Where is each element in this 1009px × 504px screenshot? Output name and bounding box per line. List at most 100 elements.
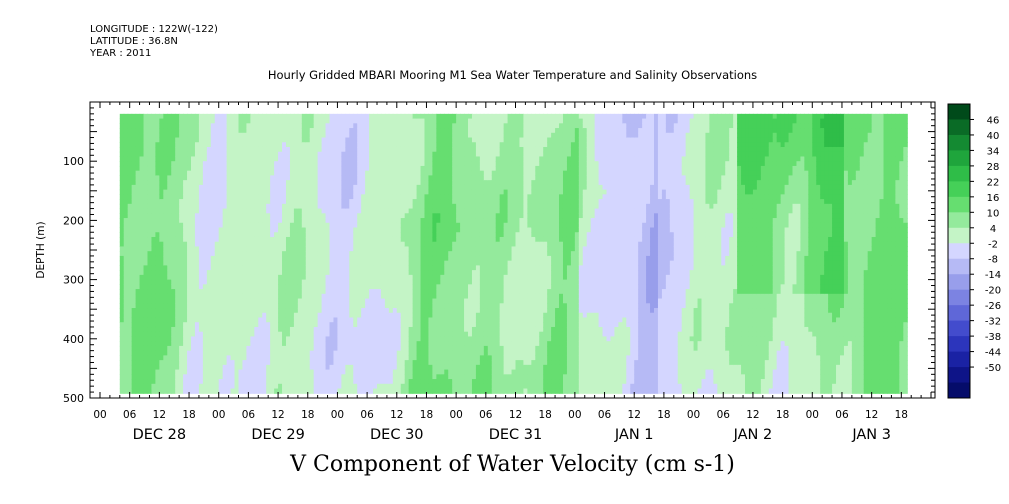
heatmap-cell: [452, 246, 457, 252]
heatmap-cell: [305, 374, 311, 380]
heatmap-cell: [214, 289, 220, 295]
heatmap-cell: [206, 270, 212, 276]
heatmap-cell: [278, 189, 283, 195]
heatmap-cell: [191, 251, 196, 257]
heatmap-cell: [119, 232, 125, 238]
heatmap-cell: [428, 161, 433, 167]
heatmap-cell: [388, 331, 394, 337]
heatmap-cell: [373, 156, 378, 162]
heatmap-cell: [404, 284, 410, 290]
heatmap-cell: [321, 123, 327, 129]
heatmap-cell: [361, 369, 366, 375]
heatmap-cell: [317, 364, 323, 371]
heatmap-cell: [357, 293, 362, 300]
heatmap-cell: [440, 374, 445, 380]
heatmap-cell: [380, 189, 386, 195]
heatmap-cell: [369, 175, 374, 181]
heatmap-cell: [183, 251, 188, 257]
heatmap-cell: [392, 350, 398, 356]
heatmap-cell: [198, 255, 204, 262]
heatmap-cell: [377, 383, 382, 390]
heatmap-cell: [234, 317, 240, 323]
heatmap-cell: [246, 279, 251, 285]
heatmap-cell: [412, 180, 418, 186]
heatmap-cell: [131, 279, 137, 285]
heatmap-cell: [329, 369, 335, 375]
heatmap-cell: [238, 222, 243, 229]
heatmap-cell: [293, 218, 299, 224]
heatmap-cell: [333, 312, 338, 319]
heatmap-cell: [361, 336, 366, 342]
heatmap-cell: [163, 350, 168, 356]
heatmap-cell: [333, 232, 338, 238]
heatmap-cell: [301, 194, 307, 200]
heatmap-cell: [313, 236, 319, 243]
heatmap-cell: [321, 345, 327, 352]
heatmap-cell: [349, 132, 354, 139]
heatmap-cell: [270, 284, 275, 290]
heatmap-cell: [123, 350, 129, 356]
heatmap-cell: [289, 246, 295, 252]
heatmap-cell: [163, 137, 168, 143]
heatmap-cell: [408, 289, 414, 295]
heatmap-cell: [214, 341, 220, 347]
heatmap-cell: [282, 161, 287, 167]
heatmap-cell: [238, 379, 243, 385]
heatmap-cell: [432, 199, 437, 205]
heatmap-cell: [412, 383, 418, 390]
heatmap-cell: [167, 274, 172, 281]
heatmap-cell: [187, 184, 192, 191]
heatmap-cell: [436, 175, 441, 181]
heatmap-cell: [210, 293, 216, 300]
heatmap-cell: [206, 317, 212, 323]
heatmap-cell: [424, 208, 429, 214]
heatmap-cell: [159, 180, 164, 186]
heatmap-cell: [377, 360, 382, 366]
heatmap-cell: [194, 246, 200, 252]
heatmap-cell: [353, 289, 358, 295]
heatmap-cell: [135, 293, 141, 300]
heatmap-cell: [278, 383, 283, 390]
heatmap-cell: [119, 189, 125, 195]
heatmap-cell: [147, 146, 152, 153]
heatmap-cell: [285, 156, 291, 162]
heatmap-cell: [452, 123, 457, 129]
heatmap-cell: [424, 199, 429, 205]
heatmap-cell: [151, 132, 156, 139]
heatmap-cell: [329, 232, 335, 238]
heatmap-cell: [127, 222, 133, 229]
heatmap-cell: [333, 336, 338, 342]
heatmap-cell: [444, 208, 449, 214]
heatmap-cell: [123, 142, 129, 148]
heatmap-cell: [191, 308, 196, 314]
heatmap-cell: [135, 317, 141, 323]
heatmap-cell: [400, 118, 406, 124]
heatmap-cell: [353, 246, 358, 252]
heatmap-cell: [206, 146, 212, 153]
heatmap-cell: [135, 146, 141, 153]
heatmap-cell: [384, 227, 390, 233]
heatmap-cell: [373, 312, 378, 319]
heatmap-cell: [400, 128, 406, 134]
heatmap-cell: [408, 246, 414, 252]
heatmap-cell: [143, 232, 149, 238]
heatmap-cell: [131, 170, 137, 176]
heatmap-cell: [305, 331, 311, 337]
heatmap-cell: [266, 383, 271, 390]
heatmap-cell: [440, 298, 445, 304]
heatmap-cell: [349, 118, 354, 124]
heatmap-cell: [357, 255, 362, 262]
heatmap-cell: [377, 374, 382, 380]
heatmap-cell: [202, 383, 208, 390]
heatmap-cell: [313, 208, 319, 214]
heatmap-cell: [432, 341, 437, 347]
heatmap-cell: [230, 274, 236, 281]
heatmap-cell: [270, 194, 275, 200]
heatmap-cell: [452, 270, 457, 276]
heatmap-cell: [365, 388, 370, 394]
heatmap-cell: [191, 322, 196, 328]
heatmap-cell: [127, 246, 133, 252]
heatmap-cell: [416, 118, 422, 124]
heatmap-cell: [369, 345, 374, 352]
heatmap-cell: [147, 270, 152, 276]
